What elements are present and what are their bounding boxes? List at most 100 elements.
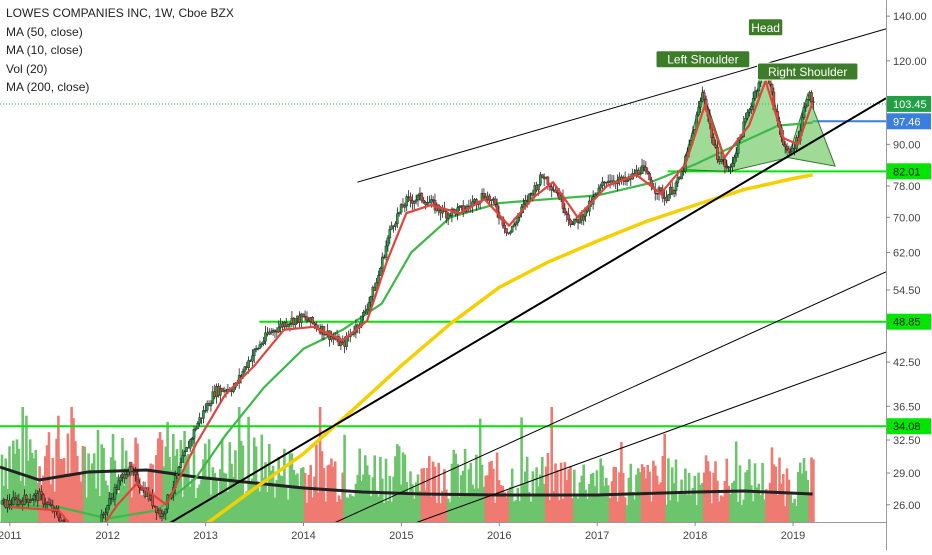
volume-bar xyxy=(343,434,346,522)
indicator-volume[interactable]: Vol (20) xyxy=(6,61,48,76)
chart-title: LOWES COMPANIES INC, 1W, Cboe BZX xyxy=(6,6,234,20)
volume-bar xyxy=(727,485,730,522)
candle-body xyxy=(676,176,680,184)
candle-body xyxy=(399,204,403,213)
volume-bar xyxy=(160,439,164,522)
candle-body xyxy=(702,92,706,100)
volume-bar xyxy=(520,417,523,522)
volume-bar xyxy=(155,455,158,522)
volume-bar xyxy=(77,473,81,522)
candle-body xyxy=(119,476,122,482)
volume-bar xyxy=(96,429,100,522)
candle-body xyxy=(183,451,186,456)
volume-bar xyxy=(584,489,587,522)
indicator-ma50[interactable]: MA (50, close) xyxy=(6,24,83,39)
volume-bar xyxy=(738,465,742,522)
volume-bar xyxy=(633,499,636,522)
candle-body xyxy=(431,199,435,201)
volume-bar xyxy=(64,473,68,522)
volume-bar xyxy=(224,473,228,522)
volume-bar xyxy=(392,476,395,522)
volume-bar xyxy=(497,480,501,522)
candle-body xyxy=(294,318,298,325)
candle-body xyxy=(804,105,808,108)
volume-bar xyxy=(460,475,463,522)
volume-ma-line xyxy=(0,465,813,497)
candle-body xyxy=(599,185,602,189)
candle-body xyxy=(264,332,267,342)
volume-bar xyxy=(661,456,665,522)
volume-bar xyxy=(554,463,557,522)
volume-bar xyxy=(542,484,546,522)
candle-body xyxy=(381,256,384,269)
indicator-ma200[interactable]: MA (200, close) xyxy=(6,80,90,94)
volume-bar xyxy=(493,502,497,522)
volume-bar xyxy=(729,494,732,522)
x-tick-label: 2019 xyxy=(781,530,805,542)
volume-bar xyxy=(300,468,303,522)
candle-body xyxy=(714,144,717,148)
candle-body xyxy=(160,513,164,517)
candle-body xyxy=(802,107,806,119)
candle-body xyxy=(130,466,134,472)
indicator-ma10[interactable]: MA (10, close) xyxy=(6,43,83,57)
volume-bar xyxy=(388,475,392,522)
candle-body xyxy=(488,195,491,202)
volume-bar xyxy=(701,482,704,522)
volume-bar xyxy=(441,491,444,522)
volume-bar xyxy=(332,466,335,522)
volume-bar xyxy=(802,458,806,522)
volume-bar xyxy=(503,492,506,522)
y-tick-label: 29.00 xyxy=(893,468,921,480)
volume-bar xyxy=(177,466,181,522)
volume-bar xyxy=(518,501,521,522)
volume-bar xyxy=(742,499,745,522)
volume-bar xyxy=(384,458,388,522)
candle-body xyxy=(38,491,41,501)
volume-bar xyxy=(475,454,478,522)
volume-bar xyxy=(509,487,512,522)
candle-body xyxy=(134,471,137,475)
volume-bar xyxy=(194,498,198,522)
candle-body xyxy=(750,106,753,110)
candle-layer xyxy=(0,62,815,522)
volume-bar xyxy=(21,407,24,522)
volume-bar xyxy=(158,432,162,522)
volume-bar xyxy=(684,468,687,522)
volume-bar xyxy=(367,474,371,522)
pattern-label-text: Head xyxy=(751,21,780,35)
pattern-label-bg xyxy=(747,18,784,37)
volume-bar xyxy=(484,475,488,522)
volume-bar xyxy=(32,458,36,522)
volume-bar xyxy=(172,433,175,522)
candle-body xyxy=(47,502,51,505)
volume-bar xyxy=(610,481,614,522)
volume-bar xyxy=(57,415,60,522)
candle-body xyxy=(428,202,431,204)
volume-bar xyxy=(303,472,307,522)
volume-bar xyxy=(648,471,651,522)
candle-body xyxy=(126,471,130,475)
volume-bar xyxy=(627,477,631,522)
volume-bar xyxy=(793,498,796,522)
candle-body xyxy=(19,499,23,502)
volume-bar xyxy=(597,495,601,522)
candle-body xyxy=(124,474,128,479)
volume-bar xyxy=(264,462,267,522)
candle-body xyxy=(32,495,36,500)
candle-body xyxy=(755,90,759,92)
ma50-line xyxy=(9,121,813,520)
volume-bar xyxy=(311,497,314,522)
pattern-triangle xyxy=(787,92,836,167)
volume-bar xyxy=(81,445,85,522)
volume-bar xyxy=(736,502,740,522)
volume-bar xyxy=(315,444,318,522)
candle-body xyxy=(405,196,409,207)
volume-bar xyxy=(10,471,13,522)
volume-bar xyxy=(181,496,184,522)
volume-bar xyxy=(507,490,510,522)
volume-bar xyxy=(559,462,563,522)
candle-body xyxy=(524,199,527,205)
